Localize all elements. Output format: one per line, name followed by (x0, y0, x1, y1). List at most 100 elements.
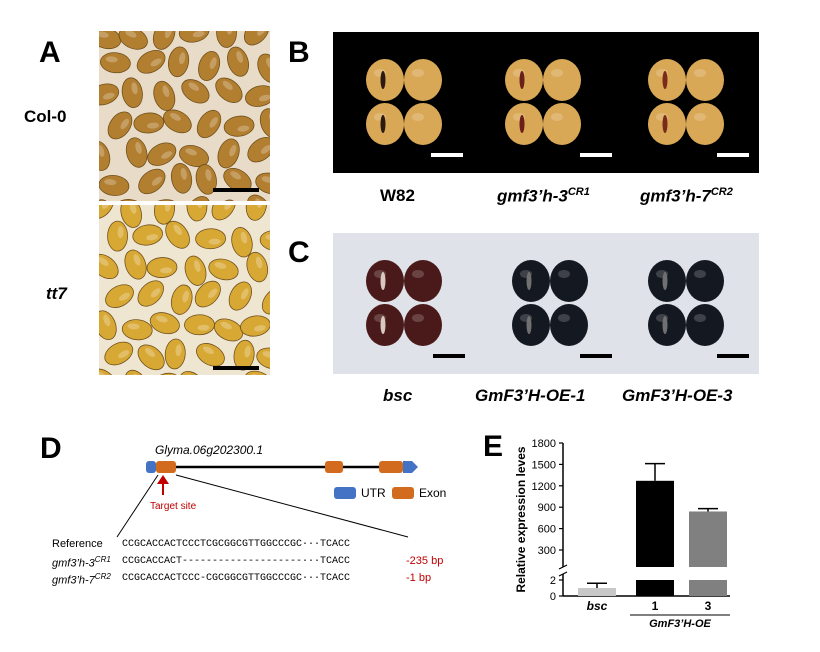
seed (184, 314, 215, 336)
gene-exon-1 (156, 461, 176, 473)
soybean-seed (366, 260, 404, 302)
panel-c-photo (333, 233, 759, 374)
target-site-label: Target site (150, 501, 197, 512)
seed (198, 51, 221, 81)
y-tick-label: 600 (538, 524, 556, 536)
seed (154, 205, 175, 225)
panel-c-label-bsc: bsc (383, 386, 413, 405)
seed (99, 199, 111, 201)
axis-break-mark (558, 564, 568, 570)
seed (146, 257, 178, 278)
seed (100, 52, 131, 74)
legend-exon-swatch (392, 487, 414, 499)
seed (195, 164, 217, 195)
soybean-seed (512, 304, 550, 346)
gene-exon-3 (379, 461, 403, 473)
target-arrow-head (157, 475, 169, 484)
seed (233, 339, 255, 371)
seed (208, 258, 239, 281)
panel-e-letter: E (483, 430, 504, 463)
gene-utr-3prime-arrow (403, 461, 418, 473)
seed (99, 140, 111, 171)
seed (152, 31, 176, 50)
seed (211, 205, 237, 221)
seed (247, 137, 270, 163)
seed (138, 168, 166, 195)
panel-b-label-cr1: gmf3’h-3CR1 (497, 186, 590, 206)
seed (99, 174, 130, 196)
soybean-seed (550, 260, 588, 302)
soybean-seed (512, 260, 550, 302)
seed (259, 230, 270, 252)
seed (105, 284, 134, 308)
zoom-line-left (116, 474, 159, 538)
seed (231, 227, 253, 258)
seed (196, 109, 222, 139)
scale-bar (717, 153, 749, 157)
soybean-seed (648, 304, 686, 346)
soybean-seed (686, 304, 724, 346)
bar-3-upper (689, 511, 727, 567)
seed (216, 31, 237, 48)
seed (107, 220, 128, 252)
seed (164, 338, 186, 370)
seed (118, 31, 148, 50)
seed (115, 199, 146, 201)
seed (149, 199, 180, 201)
seed (228, 281, 252, 311)
seed (259, 108, 270, 139)
seed (217, 138, 240, 169)
seed (99, 83, 120, 106)
legend-utr-label: UTR (361, 486, 386, 500)
seed (178, 31, 210, 43)
y-tick-label: 2 (550, 575, 556, 587)
soybean-seed (686, 59, 724, 101)
alignment-row-cr1-note: -235 bp (406, 555, 444, 567)
y-tick-label: 1200 (532, 481, 556, 493)
x-tick-label: 1 (652, 599, 659, 613)
soybean-seed (404, 304, 442, 346)
seed (147, 142, 177, 166)
alignment-row-cr1-seq: CCGCACCACT--------------------···TCACC (122, 556, 351, 567)
panel-a-tt7-photo (99, 205, 270, 375)
seed (245, 205, 267, 221)
seed (165, 220, 190, 249)
scale-bar (431, 153, 463, 157)
seed (195, 228, 226, 250)
bar-1-upper (636, 480, 674, 567)
scale-bar (433, 354, 465, 358)
panel-a-letter: A (39, 36, 61, 69)
seed (121, 77, 143, 109)
seed (257, 53, 270, 83)
y-tick-label: 900 (538, 502, 556, 514)
gene-name: Glyma.06g202300.1 (155, 443, 264, 457)
seed (167, 46, 190, 78)
alignment-row-cr2-name: gmf3’h-7CR2 (52, 572, 111, 587)
seed (137, 280, 164, 307)
soybean-seed (648, 260, 686, 302)
panel-a-col0-scale-bar (213, 188, 259, 192)
soybean-seed (686, 260, 724, 302)
panel-b-photo (333, 32, 759, 173)
seed (136, 49, 166, 74)
seed (107, 111, 133, 140)
seed (125, 137, 148, 168)
seed (132, 224, 163, 246)
seed (149, 312, 180, 335)
gene-exon-2 (325, 461, 343, 473)
alignment-row-cr2-seq: CCGCACCACTCCC-CGCGGCGTTGGCCCGC···TCACC (122, 573, 351, 584)
soybean-seed (543, 59, 581, 101)
y-tick-label: 1800 (532, 438, 556, 450)
soybean-seed (648, 103, 686, 145)
soybean-seed (505, 103, 543, 145)
seed (99, 368, 118, 375)
seed (246, 194, 270, 201)
seed (99, 31, 122, 50)
soybean-seed (404, 103, 442, 145)
soybean-seed (366, 59, 404, 101)
seed (124, 249, 147, 280)
soybean-seed (505, 59, 543, 101)
alignment-row-cr1-name: gmf3’h-3CR1 (52, 555, 111, 570)
seed (133, 112, 165, 134)
